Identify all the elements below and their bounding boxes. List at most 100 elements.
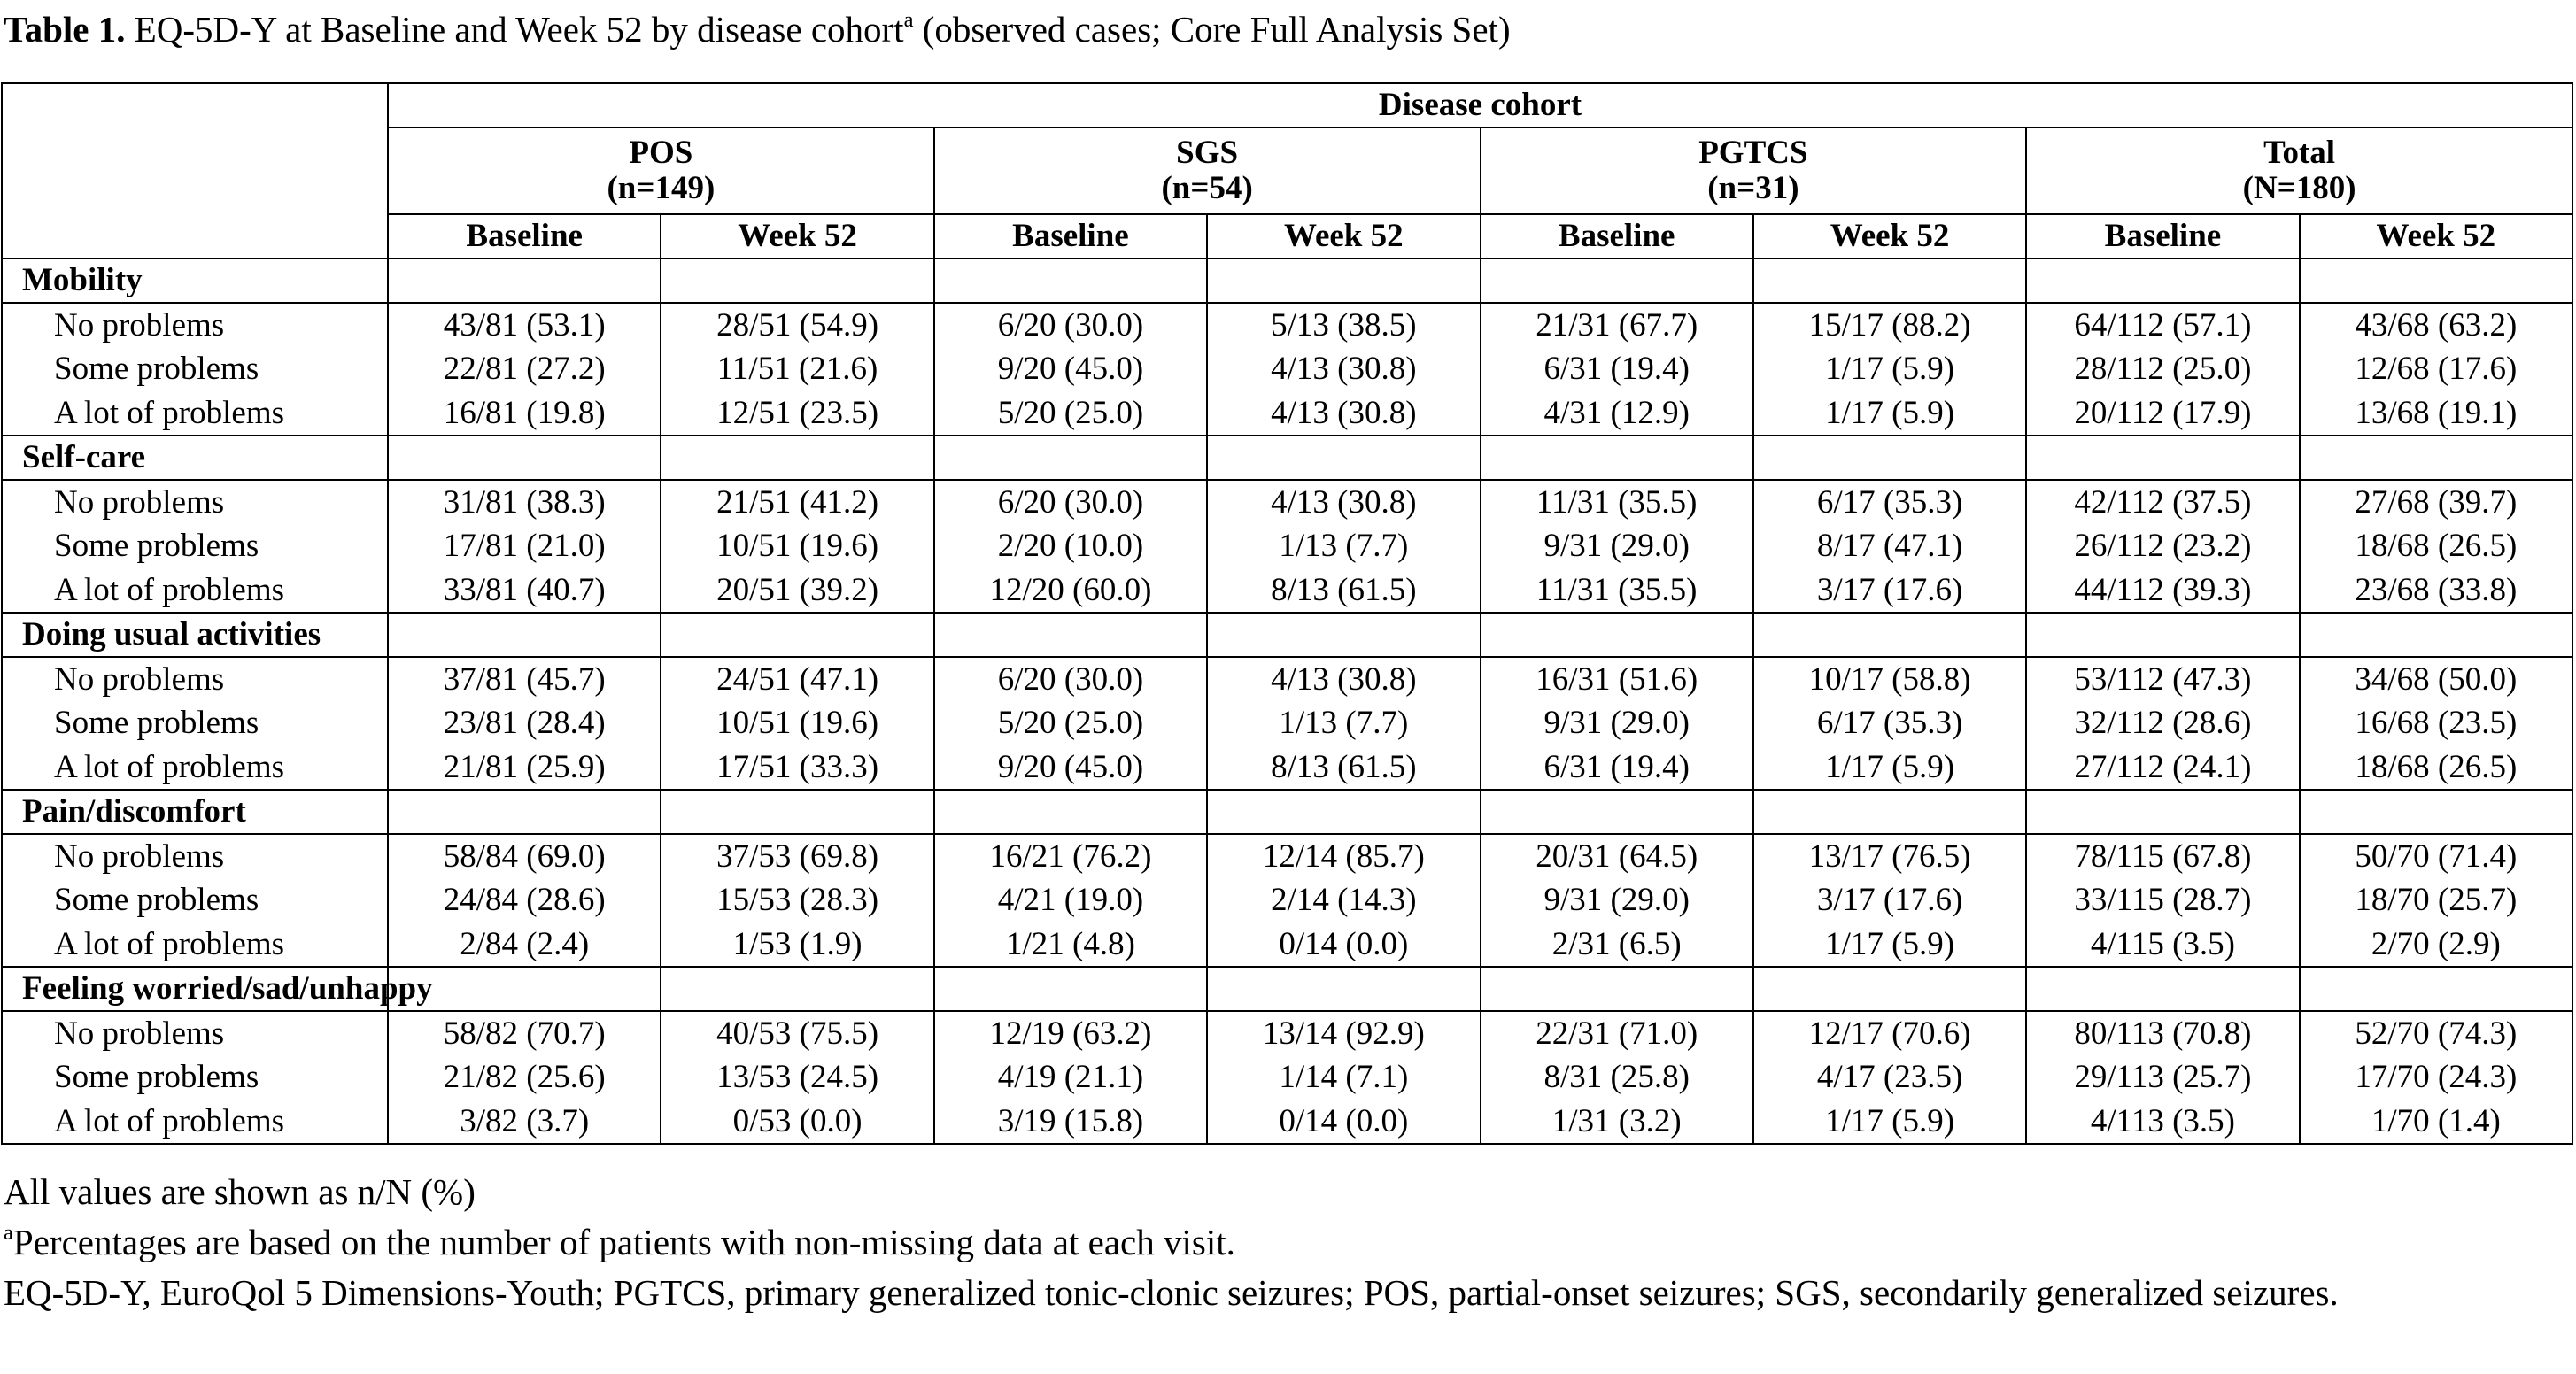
empty-cell [2025,612,2301,658]
data-cell: 64/112 (57.1) [2025,303,2301,347]
cohort-name: PGTCS [1698,135,1808,171]
data-cell: 33/81 (40.7) [386,568,662,613]
data-cell: 28/51 (54.9) [660,303,935,347]
data-cell: 6/17 (35.3) [1752,701,2028,745]
data-cell: 1/17 (5.9) [1752,347,2028,391]
data-cell: 13/14 (92.9) [1206,1011,1481,1055]
section-row: Self-care [1,435,2574,481]
visit-header: Baseline [2025,213,2301,259]
cohort-n: (N=180) [2242,170,2356,206]
row-label: No problems [1,1011,389,1055]
data-cell: 26/112 (23.2) [2025,524,2301,568]
visit-header: Week 52 [2298,213,2574,259]
data-cell: 9/20 (45.0) [932,745,1209,790]
data-cell: 12/17 (70.6) [1752,1011,2028,1055]
data-cell: 31/81 (38.3) [386,480,662,524]
data-cell: 16/21 (76.2) [932,834,1209,878]
data-cell: 58/84 (69.0) [386,834,662,878]
empty-cell [660,258,935,304]
table-caption: Table 1. EQ-5D-Y at Baseline and Week 52… [4,7,1511,51]
data-row: No problems 31/81 (38.3) 21/51 (41.2) 6/20 … [1,480,2574,524]
data-cell: 4/31 (12.9) [1479,391,1754,436]
caption-superscript: a [903,7,914,32]
empty-cell [1752,612,2028,658]
footnote-marker: a [4,1220,13,1245]
cohort-n: (n=149) [607,170,716,206]
empty-cell [932,435,1209,481]
data-cell: 37/53 (69.8) [660,834,935,878]
empty-cell [2025,966,2301,1012]
data-cell: 6/31 (19.4) [1479,347,1754,391]
data-cell: 18/68 (26.5) [2298,745,2574,790]
data-cell: 24/84 (28.6) [386,878,662,922]
cohort-header: POS (n=149) [387,127,935,215]
row-label: Some problems [1,347,389,391]
data-cell: 8/31 (25.8) [1479,1055,1754,1100]
data-cell: 17/81 (21.0) [386,524,662,568]
data-cell: 16/31 (51.6) [1479,657,1754,701]
row-label: Some problems [1,878,389,922]
section-row: Mobility [1,258,2574,304]
data-cell: 20/51 (39.2) [660,568,935,613]
data-row: Some problems 21/82 (25.6) 13/53 (24.5) 4/1… [1,1055,2574,1100]
data-cell: 52/70 (74.3) [2298,1011,2574,1055]
data-cell: 15/53 (28.3) [660,878,935,922]
row-label: Some problems [1,524,389,568]
data-cell: 32/112 (28.6) [2025,701,2301,745]
empty-cell [1479,789,1754,835]
data-cell: 43/68 (63.2) [2298,303,2574,347]
data-cell: 53/112 (47.3) [2025,657,2301,701]
data-cell: 27/112 (24.1) [2025,745,2301,790]
data-cell: 12/51 (23.5) [660,391,935,436]
caption-label: Table 1. [4,9,126,50]
empty-cell [932,966,1209,1012]
section-row: Pain/discomfort [1,789,2574,835]
data-row: A lot of problems 33/81 (40.7) 20/51 (39.2… [1,568,2574,613]
data-cell: 1/21 (4.8) [932,922,1209,967]
empty-cell [1206,966,1481,1012]
data-cell: 17/70 (24.3) [2298,1055,2574,1100]
cohort-name: SGS [1176,135,1239,171]
data-cell: 1/17 (5.9) [1752,391,2028,436]
footnote: All values are shown as n/N (%) [4,1167,2501,1217]
data-row: No problems 37/81 (45.7) 24/51 (47.1) 6/20 … [1,657,2574,701]
data-cell: 28/112 (25.0) [2025,347,2301,391]
data-cell: 1/17 (5.9) [1752,1100,2028,1145]
data-cell: 42/112 (37.5) [2025,480,2301,524]
row-label: A lot of problems [1,745,389,790]
row-label: Some problems [1,1055,389,1100]
row-label: A lot of problems [1,922,389,967]
data-cell: 8/13 (61.5) [1206,568,1481,613]
data-cell: 0/53 (0.0) [660,1100,935,1145]
data-row: A lot of problems 3/82 (3.7) 0/53 (0.0) 3/1… [1,1100,2574,1145]
data-cell: 21/81 (25.9) [386,745,662,790]
data-cell: 1/14 (7.1) [1206,1055,1481,1100]
table-body: Mobility No problems 43/81 (53.1) 28/51 (54… [1,258,2574,1145]
data-cell: 9/31 (29.0) [1479,878,1754,922]
cohort-header: Total (N=180) [2025,127,2573,215]
header-row: POS (n=149) SGS (n=54) PGTCS (n=31) Total (N=18… [2,127,2573,215]
cohort-header: PGTCS (n=31) [1479,127,2028,215]
data-cell: 34/68 (50.0) [2298,657,2574,701]
empty-cell [2298,258,2574,304]
section-title: Doing usual activities [1,612,389,658]
empty-cell [660,612,935,658]
empty-cell [932,258,1209,304]
data-cell: 6/20 (30.0) [932,657,1209,701]
footnote-text: Percentages are based on the number of p… [12,1222,1235,1262]
footnote: aPercentages are based on the number of … [4,1217,2501,1268]
data-cell: 78/115 (67.8) [2025,834,2301,878]
data-cell: 21/51 (41.2) [660,480,935,524]
visit-header: Week 52 [660,213,935,259]
data-cell: 4/19 (21.1) [932,1055,1209,1100]
data-cell: 2/31 (6.5) [1479,922,1754,967]
data-cell: 12/20 (60.0) [932,568,1209,613]
data-cell: 4/21 (19.0) [932,878,1209,922]
data-cell: 2/70 (2.9) [2298,922,2574,967]
data-cell: 80/113 (70.8) [2025,1011,2301,1055]
row-label: A lot of problems [1,1100,389,1145]
data-cell: 1/53 (1.9) [660,922,935,967]
data-row: Some problems 17/81 (21.0) 10/51 (19.6) 2/2… [1,524,2574,568]
data-cell: 23/68 (33.8) [2298,568,2574,613]
